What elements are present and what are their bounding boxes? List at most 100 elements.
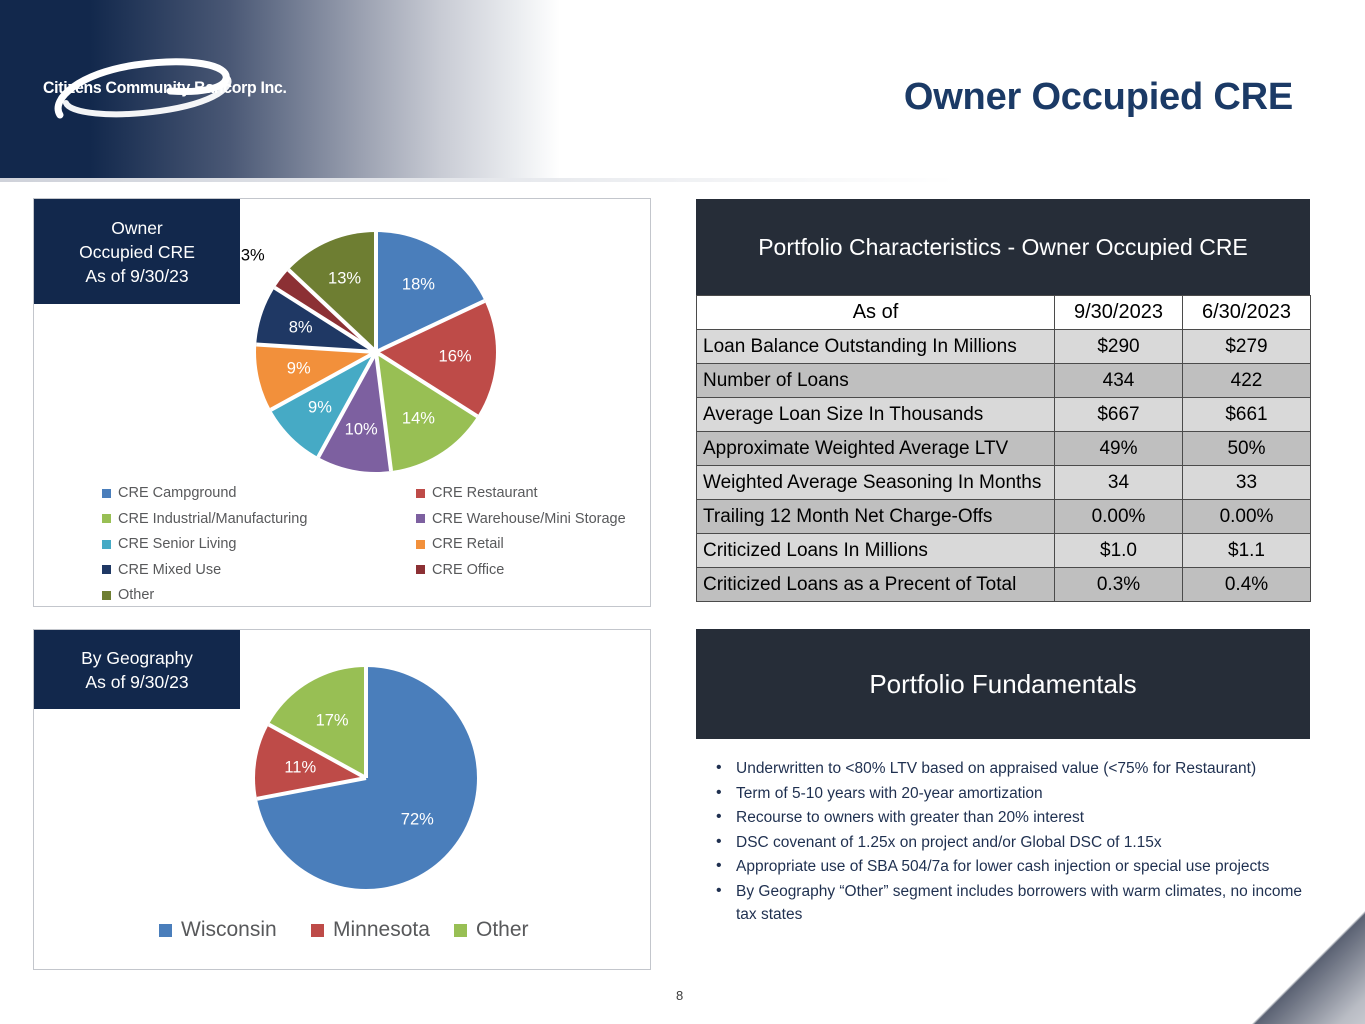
by-geography-chart-card: By Geography As of 9/30/23 72% 11% 17% Wis… bbox=[33, 629, 651, 970]
pie-slice-dividers bbox=[256, 232, 486, 472]
legend-label: CRE Retail bbox=[432, 536, 504, 552]
legend-item[interactable]: CRE Campground bbox=[102, 485, 236, 501]
legend-label: CRE Warehouse/Mini Storage bbox=[432, 510, 626, 527]
geo-tag-line-1: By Geography bbox=[81, 647, 193, 668]
legend-label: CRE Industrial/Manufacturing bbox=[118, 510, 308, 527]
table-cell: Trailing 12 Month Net Charge-Offs bbox=[696, 499, 1055, 534]
table-panel-title: Portfolio Characteristics - Owner Occupi… bbox=[696, 199, 1310, 295]
legend-item[interactable]: Other bbox=[102, 587, 154, 603]
table-cell: 0.3% bbox=[1054, 567, 1183, 602]
pie-slice-dividers bbox=[256, 667, 368, 801]
logo-swoosh-icon bbox=[54, 58, 232, 119]
table-cell: Approximate Weighted Average LTV bbox=[696, 431, 1055, 466]
pie-label: 72% bbox=[400, 810, 434, 829]
table-row: Weighted Average Seasoning In Months 34 33 bbox=[696, 465, 1311, 500]
fundamentals-bullet: By Geography “Other” segment includes bo… bbox=[698, 879, 1304, 927]
legend-label: CRE Senior Living bbox=[118, 536, 237, 552]
table-cell: 0.4% bbox=[1182, 567, 1311, 602]
table-header-cell: As of bbox=[696, 295, 1055, 330]
table-cell: Criticized Loans In Millions bbox=[696, 533, 1055, 568]
table-cell: 34 bbox=[1054, 465, 1183, 500]
legend-color-swatch bbox=[102, 514, 111, 523]
pie-label: 3% bbox=[240, 246, 265, 265]
page-number: 8 bbox=[676, 988, 684, 1003]
fundamentals-bullet: Recourse to owners with greater than 20%… bbox=[698, 805, 1304, 830]
fundamentals-panel-title: Portfolio Fundamentals bbox=[696, 629, 1310, 739]
fundamentals-bullet: Appropriate use of SBA 504/7a for lower … bbox=[698, 854, 1304, 879]
table-cell: 49% bbox=[1054, 431, 1183, 466]
table-cell: $661 bbox=[1182, 397, 1311, 432]
header-underline bbox=[0, 178, 1365, 182]
geo-tag-line-2: As of 9/30/23 bbox=[85, 671, 189, 692]
legend-color-swatch bbox=[102, 590, 111, 600]
legend-item[interactable]: CRE Retail bbox=[416, 536, 504, 552]
legend-color-swatch bbox=[159, 923, 172, 937]
legend-color-swatch bbox=[416, 565, 425, 574]
legend-color-swatch bbox=[102, 565, 111, 574]
pie-label: 9% bbox=[286, 359, 311, 378]
pie-label: 14% bbox=[401, 409, 435, 428]
legend-item[interactable]: Other bbox=[454, 918, 529, 942]
table-row: Number of Loans 434 422 bbox=[696, 363, 1311, 398]
portfolio-characteristics-table: As of 9/30/2023 6/30/2023 Loan Balance Outs… bbox=[696, 295, 1311, 602]
legend-label: CRE Campground bbox=[118, 485, 237, 501]
legend-item[interactable]: Wisconsin bbox=[159, 918, 277, 942]
legend-color-swatch bbox=[416, 514, 425, 523]
logo-text: Citizens Community Bancorp Inc. bbox=[43, 79, 287, 97]
mix-tag-line-1: Owner bbox=[111, 217, 163, 238]
by-geography-pie-chart: 72% 11% 17% bbox=[255, 667, 477, 889]
table-row: Criticized Loans as a Precent of Total 0.… bbox=[696, 567, 1311, 602]
legend-item[interactable]: CRE Office bbox=[416, 562, 504, 578]
table-cell: Average Loan Size In Thousands bbox=[696, 397, 1055, 432]
pie-label: 11% bbox=[284, 758, 317, 777]
legend-label: Minnesota bbox=[333, 918, 430, 941]
portfolio-fundamentals-panel: Portfolio Fundamentals Underwritten to <… bbox=[696, 629, 1310, 928]
table-cell: 33 bbox=[1182, 465, 1311, 500]
table-cell: $279 bbox=[1182, 329, 1311, 364]
legend-label: Wisconsin bbox=[181, 918, 277, 941]
table-cell: Number of Loans bbox=[696, 363, 1055, 398]
table-row: Average Loan Size In Thousands $667 $661 bbox=[696, 397, 1311, 432]
pie-label: 8% bbox=[288, 318, 313, 337]
owner-occupied-cre-pie-chart: 18% 16% 14% 10% 9% 9% 8% 3% 13% bbox=[241, 232, 496, 472]
legend-color-swatch bbox=[102, 488, 111, 498]
table-cell: Weighted Average Seasoning In Months bbox=[696, 465, 1055, 500]
legend-color-swatch bbox=[311, 923, 324, 937]
table-header-row: As of 9/30/2023 6/30/2023 bbox=[696, 295, 1311, 330]
page-title: Owner Occupied CRE bbox=[903, 76, 1293, 118]
legend-label: CRE Office bbox=[432, 561, 505, 578]
table-cell: $290 bbox=[1054, 329, 1183, 364]
table-row: Approximate Weighted Average LTV 49% 50% bbox=[696, 431, 1311, 466]
legend-color-swatch bbox=[416, 488, 425, 498]
legend-color-swatch bbox=[102, 539, 111, 549]
fundamentals-bullet: Underwritten to <80% LTV based on apprai… bbox=[698, 756, 1304, 781]
legend-label: Other bbox=[476, 918, 529, 941]
pie-label: 17% bbox=[315, 711, 349, 730]
legend-item[interactable]: Minnesota bbox=[311, 918, 430, 942]
geo-chart-title-tag: By Geography As of 9/30/23 bbox=[34, 630, 240, 709]
legend-item[interactable]: CRE Senior Living bbox=[102, 536, 236, 552]
fundamentals-bullet: DSC covenant of 1.25x on project and/or … bbox=[698, 830, 1304, 855]
legend-item[interactable]: CRE Industrial/Manufacturing bbox=[102, 511, 307, 527]
portfolio-characteristics-panel: Portfolio Characteristics - Owner Occupi… bbox=[696, 199, 1311, 602]
table-cell: $667 bbox=[1054, 397, 1183, 432]
table-cell: 0.00% bbox=[1054, 499, 1183, 534]
mix-tag-line-2: Occupied CRE bbox=[79, 241, 195, 262]
legend-item[interactable]: CRE Restaurant bbox=[416, 485, 538, 501]
table-cell: 434 bbox=[1054, 363, 1183, 398]
pie-label: 18% bbox=[401, 275, 435, 294]
legend-color-swatch bbox=[416, 539, 425, 549]
legend-label: CRE Mixed Use bbox=[118, 561, 222, 578]
table-row: Criticized Loans In Millions $1.0 $1.1 bbox=[696, 533, 1311, 568]
table-cell: 0.00% bbox=[1182, 499, 1311, 534]
fundamentals-bullet: Term of 5-10 years with 20-year amortiza… bbox=[698, 781, 1304, 806]
table-cell: $1.0 bbox=[1054, 533, 1183, 568]
table-header-cell: 6/30/2023 bbox=[1182, 295, 1311, 330]
fundamentals-bullet-list: Underwritten to <80% LTV based on apprai… bbox=[696, 739, 1310, 927]
table-header-cell: 9/30/2023 bbox=[1054, 295, 1183, 330]
legend-item[interactable]: CRE Mixed Use bbox=[102, 562, 221, 578]
table-cell: Loan Balance Outstanding In Millions bbox=[696, 329, 1055, 364]
mix-chart-title-tag: Owner Occupied CRE As of 9/30/23 bbox=[34, 199, 240, 304]
pie-label: 10% bbox=[344, 420, 378, 439]
legend-item[interactable]: CRE Warehouse/Mini Storage bbox=[416, 511, 626, 527]
